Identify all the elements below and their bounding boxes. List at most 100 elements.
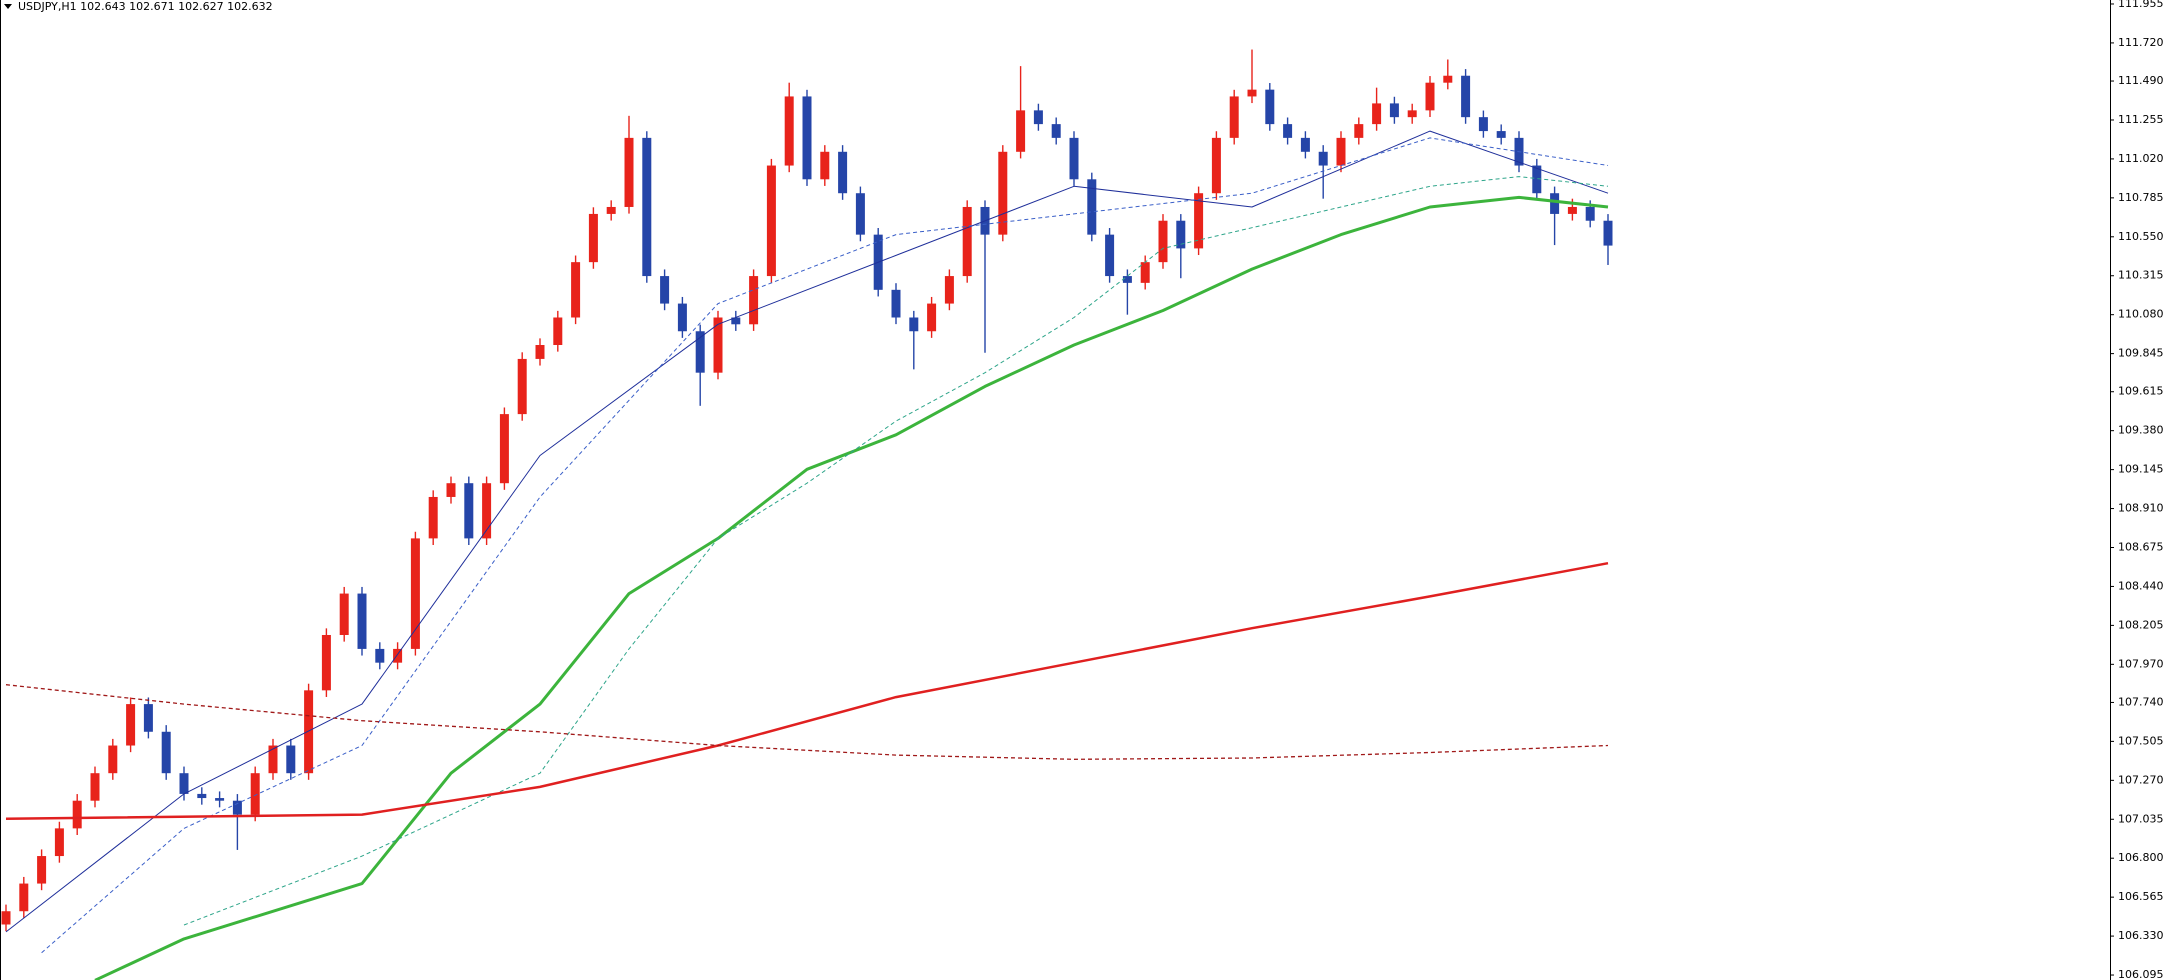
y-tick-label: 111.255	[2118, 113, 2163, 126]
candle-body	[1389, 103, 1399, 118]
y-tick-label: 107.035	[2118, 812, 2163, 825]
candle-body	[1478, 117, 1488, 132]
candle-body	[838, 151, 848, 194]
y-tick-label: 109.615	[2118, 385, 2163, 398]
candle-body	[944, 276, 954, 304]
candle-body	[909, 317, 919, 332]
y-tick-label: 109.380	[2118, 424, 2163, 437]
candle-body	[1603, 220, 1613, 246]
candle-body	[749, 276, 759, 325]
candle-body	[250, 773, 260, 815]
candle-body	[339, 593, 349, 635]
candle-body	[464, 483, 474, 539]
moving-average	[5, 684, 1609, 760]
candle-body	[179, 773, 189, 794]
candle-body	[820, 151, 830, 180]
candle-body	[1033, 110, 1043, 125]
y-tick-label: 110.550	[2118, 230, 2163, 243]
moving-average	[41, 137, 1609, 954]
candle-body	[1140, 262, 1150, 283]
y-tick-label: 106.800	[2118, 851, 2163, 864]
candle-body	[1443, 75, 1453, 83]
candle-body	[1372, 103, 1382, 125]
y-tick-label: 109.845	[2118, 347, 2163, 360]
y-tick-label: 108.440	[2118, 579, 2163, 592]
candle-body	[232, 800, 242, 815]
candle-body	[1461, 75, 1471, 118]
candle-body	[161, 731, 171, 774]
candle-body	[304, 690, 314, 774]
y-tick-label: 109.145	[2118, 463, 2163, 476]
candle-body	[126, 704, 136, 746]
candle-body	[695, 331, 705, 373]
candle-body	[375, 648, 385, 663]
candle-body	[482, 483, 492, 539]
candle-body	[731, 317, 741, 325]
candle-body	[535, 345, 545, 359]
candle-body	[855, 193, 865, 235]
candle-body	[1105, 234, 1115, 277]
candle-body	[588, 213, 598, 263]
candle-body	[215, 798, 225, 801]
candle-body	[784, 96, 794, 166]
candle-body	[660, 276, 670, 304]
candle-body	[1229, 96, 1239, 138]
candle-body	[1283, 124, 1293, 138]
y-tick-label: 111.955	[2118, 0, 2163, 10]
moving-average	[5, 130, 1609, 933]
candle-body	[1, 911, 11, 925]
candle-body	[766, 165, 776, 277]
candle-body	[517, 358, 527, 415]
y-tick-label: 107.270	[2118, 773, 2163, 786]
candle-body	[286, 745, 296, 774]
candle-body	[1567, 206, 1577, 214]
candle-body	[143, 704, 153, 732]
candle-body	[393, 648, 403, 663]
candle-body	[1069, 137, 1079, 180]
candle-body	[1407, 110, 1417, 118]
y-tick-label: 110.785	[2118, 191, 2163, 204]
y-tick-label: 107.505	[2118, 734, 2163, 747]
candle-body	[268, 745, 278, 774]
candle-body	[962, 206, 972, 277]
candle-body	[37, 856, 47, 884]
candle-body	[19, 883, 29, 912]
candle-body	[1194, 193, 1204, 249]
candle-body	[54, 828, 64, 857]
menu-arrow[interactable]	[4, 4, 12, 9]
y-tick-label: 107.970	[2118, 657, 2163, 670]
candle-body	[1211, 137, 1221, 194]
y-tick-label: 106.330	[2118, 929, 2163, 942]
moving-average	[5, 561, 1609, 821]
candle-body	[1016, 110, 1026, 152]
candle-body	[1550, 193, 1560, 214]
candle-body	[1122, 276, 1132, 283]
candle-body	[1425, 82, 1435, 111]
candle-body	[927, 303, 937, 332]
candle-body	[998, 151, 1008, 235]
y-tick-label: 108.910	[2118, 502, 2163, 515]
candle-body	[108, 745, 118, 774]
candle-body	[1496, 131, 1506, 138]
candle-body	[1318, 151, 1328, 166]
y-tick-label: 111.020	[2118, 152, 2163, 165]
candle-body	[499, 414, 509, 484]
candle-body	[1247, 89, 1257, 97]
candle-body	[553, 317, 563, 346]
candle-body	[410, 538, 420, 649]
candle-body	[1585, 206, 1595, 221]
candle-body	[606, 206, 616, 214]
candle-body	[713, 317, 723, 373]
candle-body	[72, 800, 82, 829]
y-tick-label: 106.565	[2118, 890, 2163, 903]
candle-body	[624, 137, 634, 207]
candle-body	[1532, 165, 1542, 194]
candle-body	[642, 137, 652, 277]
y-tick-label: 108.675	[2118, 541, 2163, 554]
y-tick-label: 106.095	[2118, 968, 2163, 980]
y-tick-label: 111.490	[2118, 74, 2163, 87]
candle-body	[1265, 89, 1275, 125]
candle-body	[321, 634, 331, 691]
candle-body	[677, 303, 687, 332]
